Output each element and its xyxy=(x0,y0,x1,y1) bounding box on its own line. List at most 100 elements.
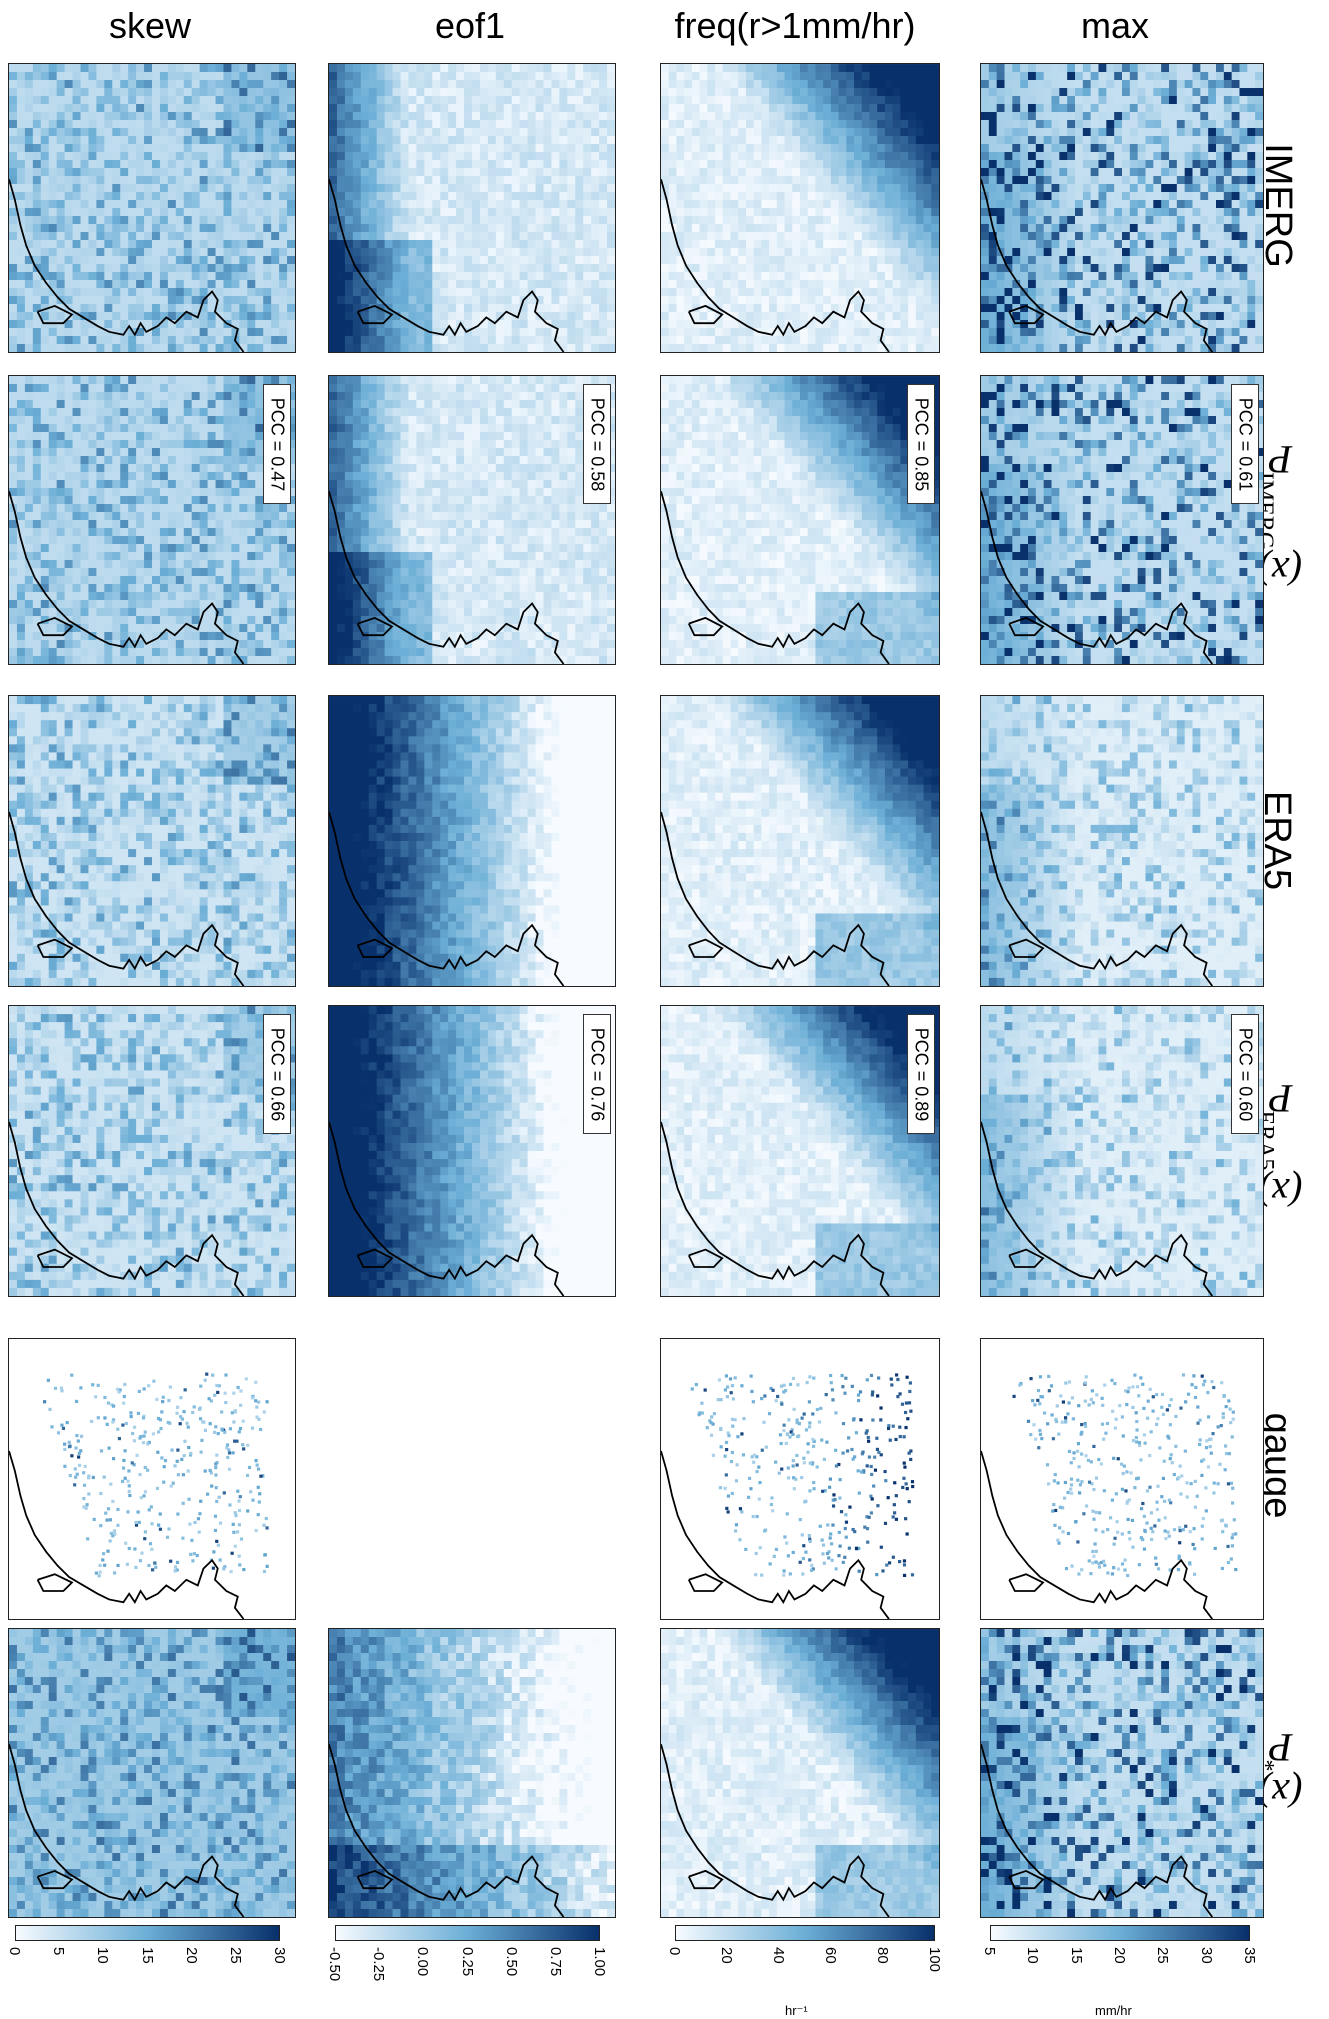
gauge-station xyxy=(909,1449,912,1452)
gauge-station xyxy=(803,1461,806,1464)
gauge-station xyxy=(1157,1519,1160,1522)
gauge-station xyxy=(97,1416,100,1419)
gauge-station xyxy=(1133,1486,1136,1489)
gauge-station xyxy=(256,1464,259,1467)
gauge-station xyxy=(904,1426,907,1429)
gauge-station xyxy=(187,1498,190,1501)
colorbar-tick-label: 25 xyxy=(227,1947,244,1964)
gauge-station xyxy=(1229,1421,1232,1424)
pcc-label: PCC = 0.66 xyxy=(263,1014,291,1134)
gauge-station xyxy=(86,1537,89,1540)
gauge-station xyxy=(246,1474,249,1477)
gauge-station xyxy=(143,1387,146,1390)
gauge-station xyxy=(1209,1445,1212,1448)
gauge-station xyxy=(802,1457,805,1460)
gauge-station xyxy=(1090,1398,1093,1401)
gauge-station xyxy=(1210,1380,1213,1383)
gauge-station xyxy=(1070,1478,1073,1481)
gauge-station xyxy=(66,1421,69,1424)
gauge-station xyxy=(875,1437,878,1440)
gauge-station xyxy=(1178,1557,1181,1560)
gauge-station xyxy=(215,1500,218,1503)
gauge-station xyxy=(841,1374,844,1377)
gauge-station xyxy=(1178,1526,1181,1529)
gauge-station xyxy=(60,1424,63,1427)
gauge-station xyxy=(782,1390,785,1393)
gauge-station xyxy=(1012,1395,1015,1398)
gauge-station xyxy=(228,1451,231,1454)
gauge-station xyxy=(246,1509,249,1512)
gauge-station xyxy=(1151,1530,1154,1533)
gauge-station xyxy=(123,1395,126,1398)
gauge-station xyxy=(1118,1404,1121,1407)
gauge-station xyxy=(1027,1420,1030,1423)
gauge-station xyxy=(889,1439,892,1442)
gauge-station xyxy=(718,1378,721,1381)
gauge-station xyxy=(819,1525,822,1528)
gauge-station xyxy=(257,1513,260,1516)
gauge-station xyxy=(255,1416,258,1419)
gauge-station xyxy=(793,1487,796,1490)
gauge-station xyxy=(238,1563,241,1566)
gauge-station xyxy=(239,1404,242,1407)
gauge-station xyxy=(848,1547,851,1550)
gauge-station xyxy=(893,1481,896,1484)
gauge-station xyxy=(1101,1530,1104,1533)
gauge-station xyxy=(166,1536,169,1539)
gauge-station xyxy=(265,1400,268,1403)
gauge-station xyxy=(156,1451,159,1454)
map-field xyxy=(9,1006,295,1296)
colorbar-tick-label: 5 xyxy=(981,1947,998,1955)
gauge-station xyxy=(870,1473,873,1476)
gauge-station xyxy=(1222,1416,1225,1419)
gauge-station xyxy=(1225,1405,1228,1408)
gauge-station xyxy=(1232,1418,1235,1421)
gauge-station xyxy=(756,1470,759,1473)
colorbar-tick-label: 35 xyxy=(1241,1947,1258,1964)
gauge-station xyxy=(134,1521,137,1524)
gauge-station xyxy=(1087,1459,1090,1462)
gauge-station xyxy=(197,1517,200,1520)
gauge-station xyxy=(1112,1457,1115,1460)
gauge-station xyxy=(710,1415,713,1418)
gauge-station xyxy=(1199,1438,1202,1441)
gauge-station xyxy=(1100,1462,1103,1465)
gauge-station xyxy=(1062,1400,1065,1403)
gauge-station xyxy=(172,1482,175,1485)
gauge-station xyxy=(1182,1528,1185,1531)
gauge-station xyxy=(731,1451,734,1454)
gauge-station xyxy=(903,1435,906,1438)
gauge-station xyxy=(123,1383,126,1386)
gauge-station xyxy=(239,1427,242,1430)
gauge-station xyxy=(1032,1423,1035,1426)
gauge-station xyxy=(182,1502,185,1505)
gauge-station xyxy=(68,1441,71,1444)
gauge-station xyxy=(1155,1563,1158,1566)
gauge-station xyxy=(157,1524,160,1527)
gauge-station xyxy=(159,1427,162,1430)
gauge-station xyxy=(903,1462,906,1465)
gauge-station xyxy=(852,1417,855,1420)
gauge-station xyxy=(1037,1446,1040,1449)
gauge-station xyxy=(1136,1385,1139,1388)
gauge-station xyxy=(161,1400,164,1403)
gauge-station xyxy=(182,1473,185,1476)
gauge-station xyxy=(834,1411,837,1414)
gauge-station xyxy=(725,1448,728,1451)
gauge-station xyxy=(896,1395,899,1398)
gauge-station xyxy=(1050,1384,1053,1387)
gauge-station xyxy=(183,1454,186,1457)
gauge-station xyxy=(759,1546,762,1549)
gauge-station xyxy=(771,1509,774,1512)
gauge-station xyxy=(808,1489,811,1492)
gauge-station xyxy=(124,1542,127,1545)
gauge-station xyxy=(257,1467,260,1470)
gauge-station xyxy=(719,1398,722,1401)
gauge-station xyxy=(792,1551,795,1554)
gauge-station xyxy=(138,1390,141,1393)
gauge-station xyxy=(1089,1572,1092,1575)
gauge-station xyxy=(177,1473,180,1476)
gauge-station xyxy=(99,1492,102,1495)
gauge-station xyxy=(199,1417,202,1420)
gauge-station xyxy=(63,1465,66,1468)
